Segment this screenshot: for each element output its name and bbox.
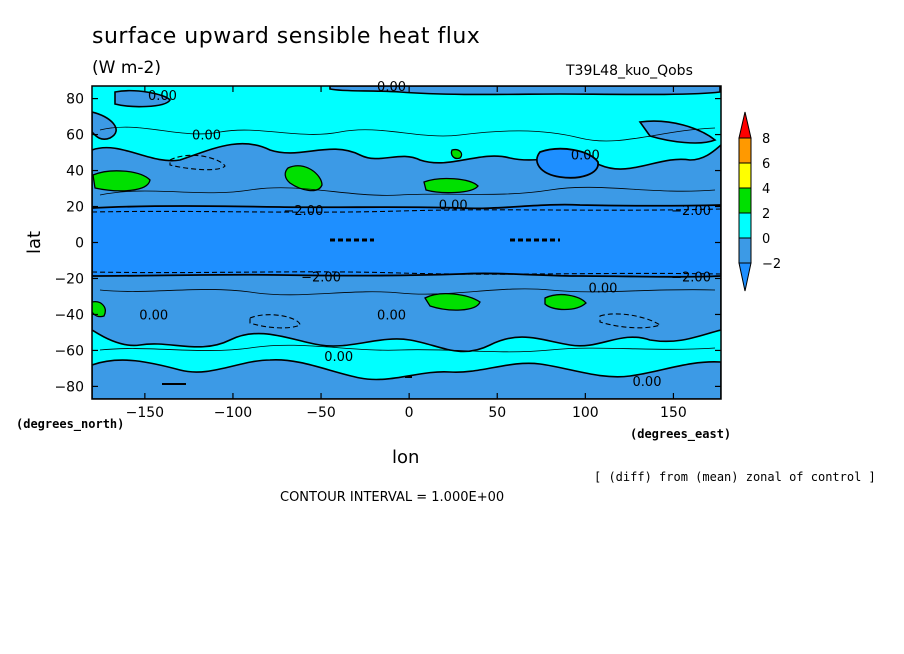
y-tick-label: 80 [66,92,84,108]
arctic-blob [329,86,721,96]
thin-contour-2 [99,186,716,196]
thin-contour-4 [99,344,716,353]
south-polar-region [92,359,721,399]
colorbar-label: −2 [762,257,781,272]
contour-label: 0.00 [588,281,617,296]
green-blob-4 [450,148,463,160]
y-tick-label: −40 [54,307,84,323]
thin-contour-1 [99,126,716,142]
colorbar-swatch-6-8 [738,137,752,164]
contour-interval: CONTOUR INTERVAL = 1.000E+00 [280,490,505,505]
contour-label: 0.00 [571,148,600,163]
contour-label: −2.00 [301,271,341,286]
green-blob-1 [92,170,151,192]
x-tick-label: 50 [488,405,506,421]
dashed-contour-1 [92,208,721,213]
positive-blobs [92,148,587,318]
dashed-contour-2 [92,271,721,275]
green-blob-7 [92,301,106,318]
deep-negative-regions [92,147,721,278]
dashed-contours [92,154,721,329]
green-blob-6 [544,294,587,311]
asia-blob [536,147,599,179]
chart-units: (W m-2) [92,58,161,78]
colorbar-swatch-4-6 [738,162,752,189]
x-axis-label: lon [392,447,420,468]
colorbar-labels: 8 6 4 2 0 −2 [762,132,781,272]
contour-label: 0.00 [324,350,353,365]
contour-label: −2.00 [671,204,711,219]
small-strokes [162,376,412,385]
y-tick-label: 40 [66,164,84,180]
y-tick-label: 60 [66,128,84,144]
contour-labels: 0.00 0.00 0.00 0.00 −2.00 0.00 −2.00 −2.00 −2.00… [139,80,711,390]
contour-label: 0.00 [633,375,662,390]
green-blob-2 [284,165,323,192]
negative-regions [92,86,721,399]
axis-ticks: −150 −100 −50 0 50 100 150 80 60 40 20 0 −20 −40 −60 −8… [54,86,721,421]
dashed-contour-3 [169,154,226,171]
diff-note: [ (diff) from (mean) zonal of control ] [594,470,876,484]
contour-label: 0.00 [148,89,177,104]
y-tick-label: −20 [54,271,84,287]
dashed-contour-4 [249,314,301,329]
thin-contour-3 [99,288,716,296]
dashed-contour-5 [599,313,662,329]
colorbar-swatch-2-4 [738,187,752,214]
x-tick-label: 0 [405,405,414,421]
colorbar-label: 6 [762,157,770,172]
colorbar-bottom-arrow [738,262,752,292]
y-axis-units: (degrees_north) [16,417,125,431]
contour-label: −2.00 [284,204,324,219]
x-tick-label: −100 [214,405,252,421]
contour-label: 0.00 [439,199,468,214]
x-tick-label: 100 [572,405,599,421]
colorbar-label: 4 [762,182,770,197]
north-polar-region [114,89,171,108]
map-field [92,86,721,399]
tropical-band [92,203,721,278]
contour-label: 0.00 [377,80,406,95]
y-tick-label: −80 [54,379,84,395]
chart-title: surface upward sensible heat flux [92,24,481,49]
x-tick-label: −150 [126,405,164,421]
colorbar-label: 8 [762,132,770,147]
contour-label: 0.00 [377,308,406,323]
run-label: T39L48_kuo_Qobs [566,63,693,79]
south-band [92,267,721,353]
contour-label: 0.00 [139,308,168,323]
y-tick-label: 0 [75,236,84,252]
colorbar-top-arrow [738,111,752,139]
y-tick-label: 20 [66,200,84,216]
colorbar-label: 2 [762,207,770,222]
colorbar-swatch-m2-0 [738,237,752,264]
contour-label: −2.00 [671,271,711,286]
x-tick-label: −50 [306,405,336,421]
y-tick-label: −60 [54,343,84,359]
green-blob-3 [423,177,479,194]
x-tick-label: 150 [660,405,687,421]
thin-contours [99,126,716,353]
colorbar-swatch-0-2 [738,212,752,239]
colorbar-label: 0 [762,232,770,247]
colorbar [738,111,752,292]
contour-label: 0.00 [192,129,221,144]
x-axis-units: (degrees_east) [630,427,732,441]
